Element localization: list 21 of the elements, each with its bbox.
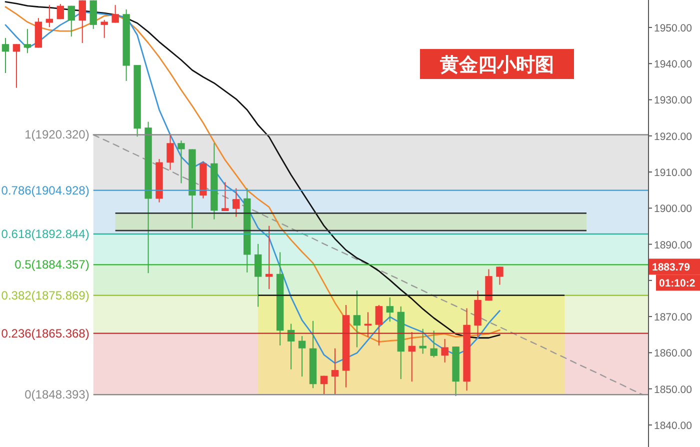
ref-line-label: 0.786(1904.928) <box>1 183 90 198</box>
y-tick-label: 1910.00 <box>654 167 692 180</box>
y-tick-label: 1950.00 <box>654 22 692 34</box>
y-tick-label: 1860.00 <box>654 348 692 360</box>
y-tick-label: 1940.00 <box>654 58 692 71</box>
y-tick-label: 1920.00 <box>654 130 692 143</box>
ref-line-label: 0.5(1884.357) <box>14 258 90 272</box>
ref-line-label: 0.618(1892.844) <box>1 227 90 241</box>
y-tick-label: 1870.00 <box>654 312 692 324</box>
y-tick-label: 1900.00 <box>654 203 692 216</box>
ref-line-label: 0.236(1865.368) <box>1 326 90 340</box>
title: 黄金四小时图 <box>420 49 574 79</box>
ref-line-label: 0.382(1875.869) <box>1 288 90 302</box>
annotation: 01:10:2 <box>656 274 700 291</box>
ref-line-label: 0(1848.393) <box>24 388 90 402</box>
y-tick-label: 1930.00 <box>654 94 692 107</box>
y-tick-label: 1850.00 <box>654 384 692 396</box>
y-tick-label: 1840.00 <box>654 420 692 432</box>
y-tick-label: 1890.00 <box>654 239 692 252</box>
annotation: 1883.79 <box>649 258 700 275</box>
ref-line-label: 1(1920.320) <box>24 128 90 142</box>
